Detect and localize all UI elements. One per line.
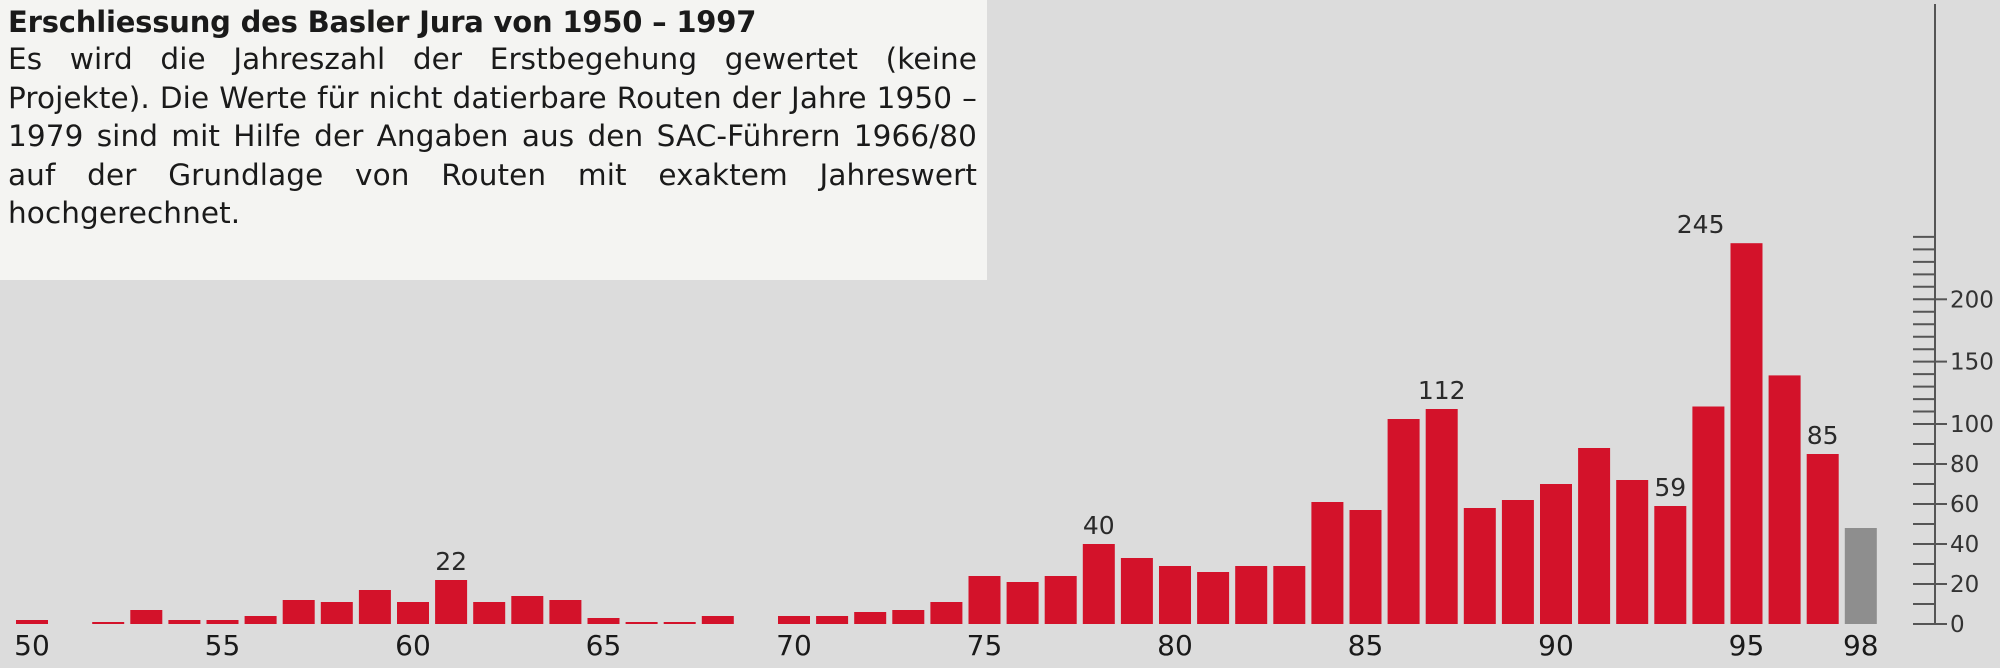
bar-1989 [1501, 500, 1534, 624]
x-tick-label-55: 55 [205, 629, 241, 662]
bar-1967 [663, 622, 696, 624]
y-tick-label-80: 80 [1950, 452, 1979, 478]
x-tick-label-95: 95 [1729, 629, 1765, 662]
bar-1990 [1540, 484, 1572, 624]
data-label-1987: 112 [1418, 376, 1466, 405]
y-tick-label-100: 100 [1950, 412, 1994, 438]
bar-1954 [168, 620, 201, 624]
bar-1992 [1616, 480, 1649, 624]
bar-1996 [1768, 375, 1801, 624]
x-tick-label-80: 80 [1157, 629, 1193, 662]
bar-1974 [930, 602, 963, 624]
x-tick-label-85: 85 [1348, 629, 1384, 662]
bar-1997 [1806, 454, 1839, 624]
bar-1970 [778, 616, 810, 624]
data-label-1995: 245 [1677, 210, 1725, 239]
bar-1950 [16, 620, 48, 624]
bar-1955 [206, 620, 239, 624]
bar-1972 [854, 612, 887, 624]
x-tick-label-90: 90 [1538, 629, 1574, 662]
bar-1987 [1425, 409, 1458, 624]
data-label-1961: 22 [435, 547, 467, 576]
bar-1957 [282, 600, 315, 624]
bar-1960 [397, 602, 429, 624]
bar-1984 [1311, 502, 1344, 624]
bar-1993 [1654, 506, 1687, 624]
bar-1986 [1387, 419, 1420, 624]
bar-1998 [1844, 528, 1877, 624]
x-tick-label-50: 50 [14, 629, 50, 662]
bar-1961 [435, 580, 468, 624]
chart-title: Erschliessung des Basler Jura von 1950 –… [8, 5, 757, 39]
bar-1973 [892, 610, 925, 624]
data-label-1993: 59 [1654, 473, 1686, 502]
y-tick-label-60: 60 [1950, 492, 1979, 518]
y-tick-label-40: 40 [1950, 532, 1979, 558]
caption-box: Erschliessung des Basler Jura von 1950 –… [0, 0, 987, 280]
x-tick-label-60: 60 [395, 629, 431, 662]
bar-1983 [1273, 566, 1306, 624]
chart-description: Es wird die Jahreszahl der Erstbegehung … [8, 42, 977, 230]
bar-1971 [816, 616, 849, 624]
bar-1979 [1120, 558, 1153, 624]
bar-1977 [1044, 576, 1077, 624]
bars-group [16, 243, 1877, 624]
x-tick-label-75: 75 [967, 629, 1003, 662]
bar-1962 [473, 602, 506, 624]
bar-1966 [625, 622, 658, 624]
y-tick-label-150: 150 [1950, 350, 1994, 376]
bar-1980 [1159, 566, 1191, 624]
bar-1952 [92, 622, 125, 624]
y-tick-label-200: 200 [1950, 287, 1994, 313]
bar-1981 [1197, 572, 1230, 624]
y-tick-label-0: 0 [1950, 612, 1965, 638]
bar-1995 [1730, 243, 1763, 624]
bar-1956 [244, 616, 277, 624]
bar-1991 [1578, 448, 1611, 624]
bar-1963 [511, 596, 544, 624]
bar-1994 [1692, 406, 1725, 624]
x-tick-label-98: 98 [1843, 629, 1879, 662]
bar-1978 [1082, 544, 1115, 624]
y-axis: 0 20 40 60 80 100 150 200 [1913, 4, 1994, 638]
data-label-1978: 40 [1083, 511, 1115, 540]
bar-1965 [587, 618, 620, 624]
bar-1958 [320, 602, 353, 624]
data-label-1997: 85 [1807, 421, 1839, 450]
bar-1968 [701, 616, 734, 624]
bar-1964 [549, 600, 582, 624]
data-labels-group: 22 40 112 59 245 85 [435, 210, 1838, 576]
bar-1982 [1235, 566, 1268, 624]
bar-1985 [1349, 510, 1382, 624]
x-tick-label-70: 70 [776, 629, 812, 662]
x-tick-label-65: 65 [586, 629, 622, 662]
y-tick-label-20: 20 [1950, 572, 1979, 598]
x-axis: 50 55 60 65 70 75 80 85 90 95 98 [14, 629, 1878, 662]
bar-1953 [130, 610, 163, 624]
bar-1988 [1463, 508, 1496, 624]
bar-1959 [358, 590, 391, 624]
bar-1975 [968, 576, 1001, 624]
bar-1976 [1006, 582, 1039, 624]
